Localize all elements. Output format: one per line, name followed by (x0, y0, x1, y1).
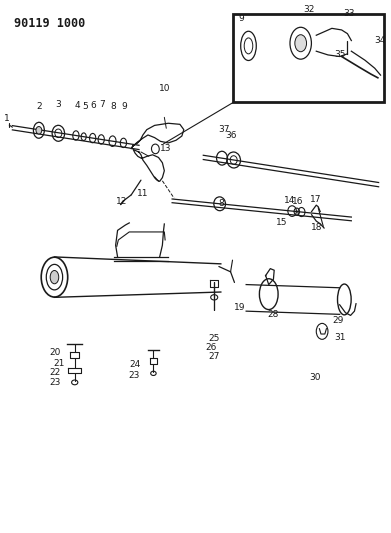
Text: 25: 25 (208, 334, 220, 343)
Text: 32: 32 (303, 5, 315, 14)
Text: 31: 31 (334, 333, 345, 342)
Text: 9: 9 (239, 14, 244, 23)
Text: 23: 23 (50, 378, 61, 387)
Text: 30: 30 (310, 373, 321, 382)
Text: 17: 17 (310, 195, 321, 204)
Bar (233, 14, 384, 102)
Text: 14: 14 (284, 196, 296, 205)
Text: 29: 29 (332, 316, 343, 325)
Text: 9: 9 (122, 102, 127, 111)
Text: 6: 6 (91, 101, 96, 110)
Text: 90119 1000: 90119 1000 (14, 17, 86, 30)
Text: 4: 4 (74, 101, 80, 110)
Text: 34: 34 (375, 36, 386, 45)
Text: 15: 15 (276, 217, 287, 227)
Text: 33: 33 (344, 9, 355, 18)
Text: 22: 22 (50, 368, 61, 377)
Text: 21: 21 (54, 359, 65, 368)
Text: 1: 1 (4, 114, 9, 123)
Text: 11: 11 (137, 189, 149, 198)
Text: 3: 3 (56, 100, 61, 109)
Text: 8: 8 (111, 102, 117, 111)
Text: 23: 23 (129, 371, 140, 380)
Text: 13: 13 (160, 144, 171, 153)
Text: 19: 19 (234, 303, 245, 312)
Text: 12: 12 (116, 197, 127, 206)
Text: 24: 24 (129, 360, 140, 369)
Text: 28: 28 (268, 310, 279, 319)
Ellipse shape (50, 270, 59, 284)
Text: 5: 5 (82, 102, 88, 111)
Text: 8: 8 (218, 199, 224, 208)
Text: 16: 16 (292, 197, 303, 206)
Text: 10: 10 (159, 84, 170, 93)
Text: 27: 27 (208, 352, 220, 361)
Ellipse shape (295, 35, 307, 52)
Text: 2: 2 (36, 102, 42, 111)
Text: 37: 37 (218, 125, 229, 134)
Text: 36: 36 (226, 131, 237, 140)
Text: 7: 7 (99, 100, 105, 109)
Text: 26: 26 (205, 343, 217, 352)
Text: 35: 35 (334, 50, 345, 59)
Text: 20: 20 (50, 348, 61, 357)
Text: 18: 18 (310, 223, 322, 232)
Ellipse shape (36, 126, 42, 134)
